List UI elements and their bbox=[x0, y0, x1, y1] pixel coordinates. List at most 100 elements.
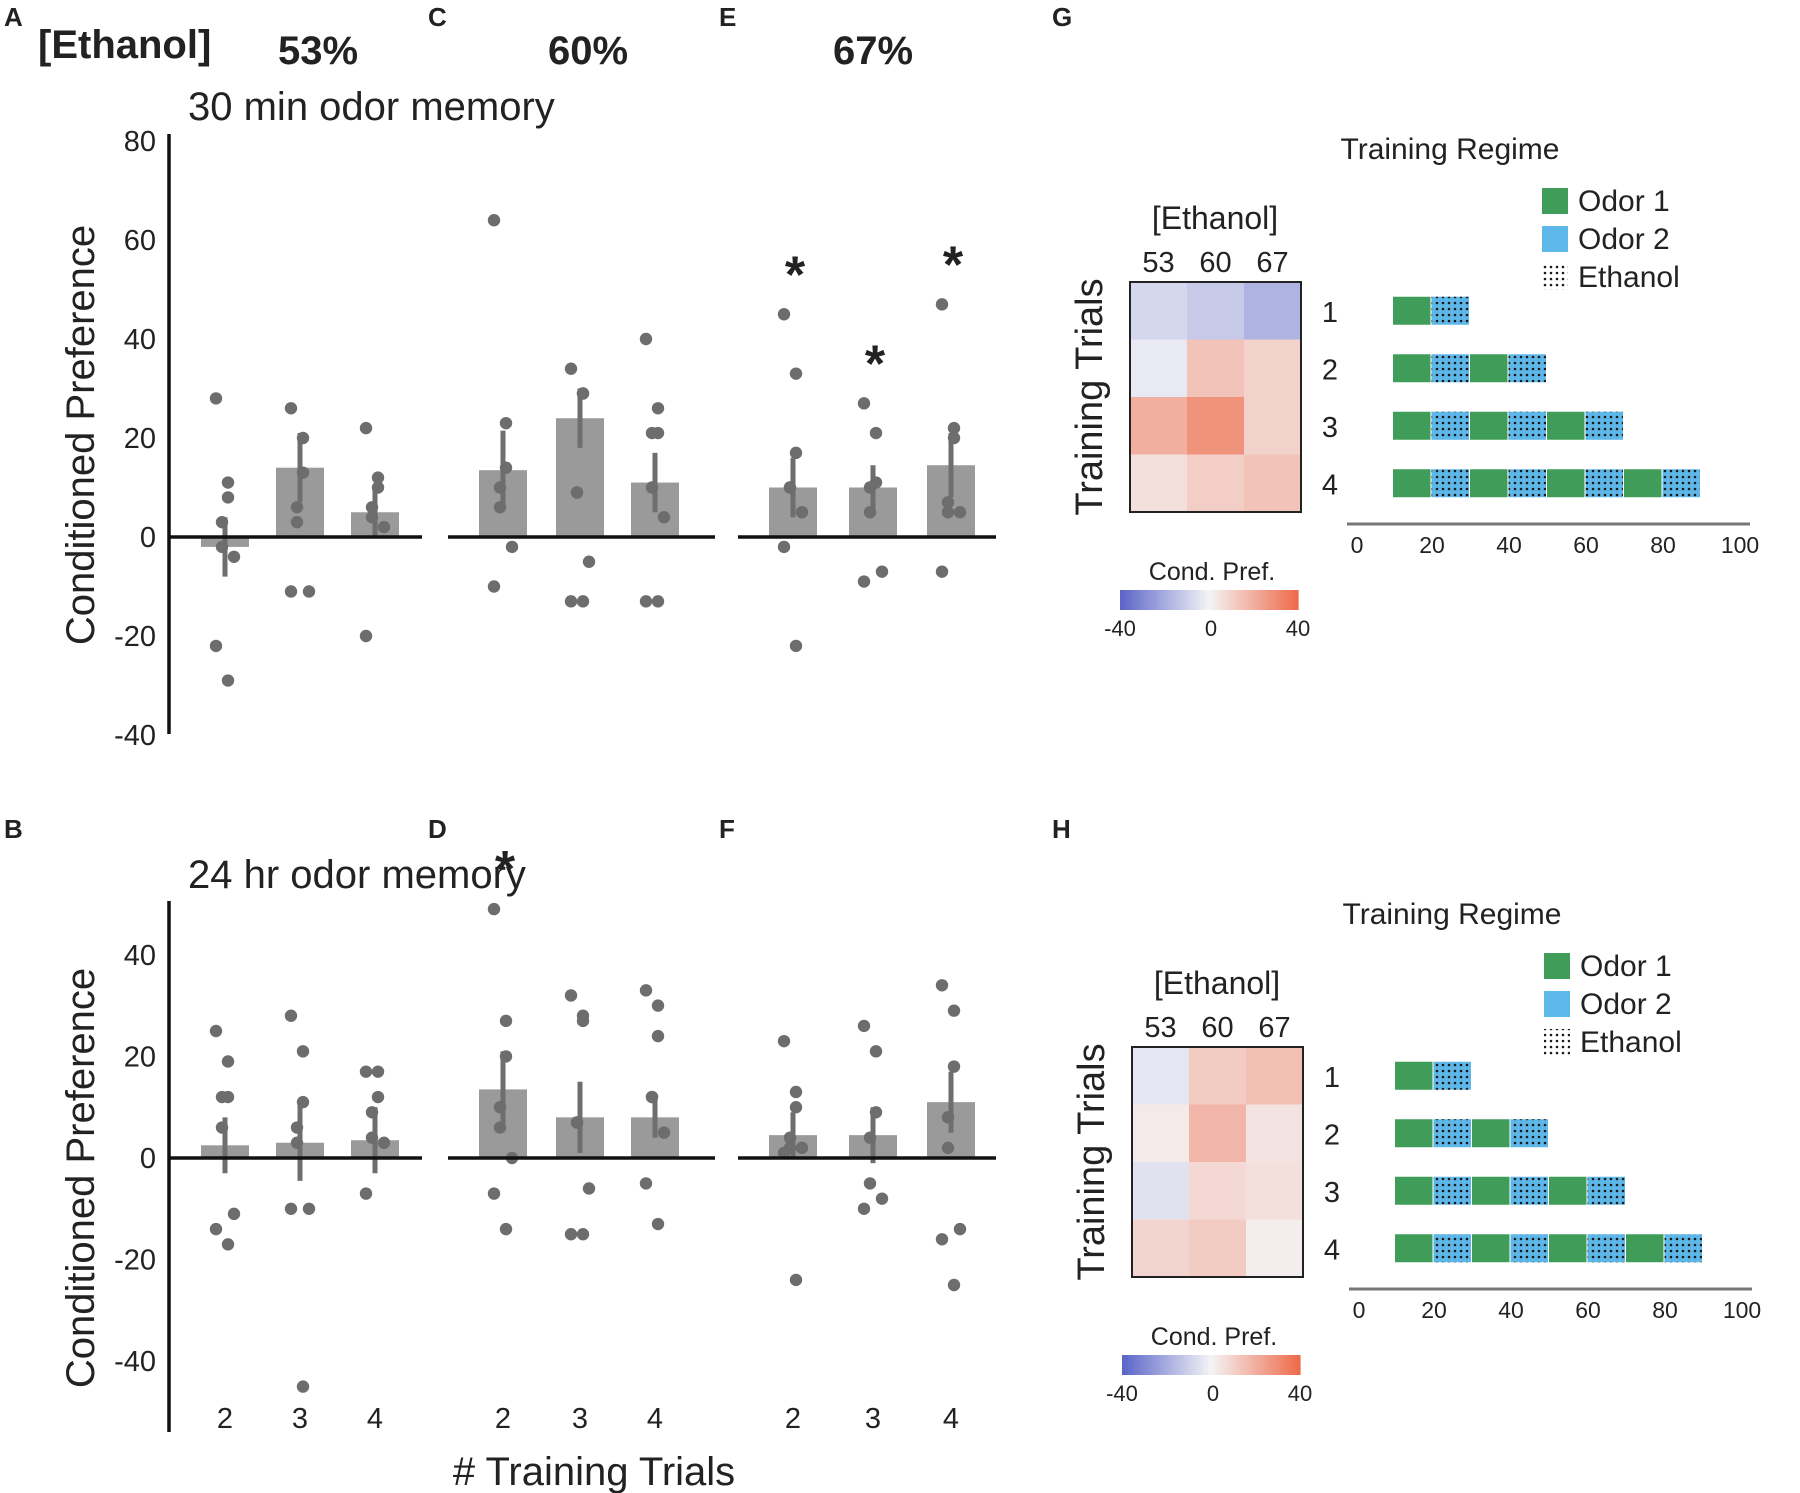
ethanol-pattern bbox=[1431, 296, 1469, 325]
heatmap-cell bbox=[1187, 339, 1244, 397]
data-point bbox=[564, 362, 578, 375]
data-point bbox=[576, 387, 590, 400]
heatmap-cell bbox=[1189, 1219, 1246, 1277]
data-point bbox=[645, 1090, 659, 1104]
x-tick-label: 3 bbox=[292, 1403, 308, 1435]
colorbar-segment bbox=[1222, 1355, 1227, 1375]
data-point bbox=[777, 1034, 791, 1048]
data-point bbox=[564, 1228, 578, 1241]
data-point bbox=[209, 392, 223, 405]
colorbar-segment bbox=[1279, 1355, 1283, 1375]
regime-axis-tick: 40 bbox=[1498, 1297, 1524, 1323]
data-point bbox=[284, 402, 298, 415]
colorbar-segment bbox=[1231, 1355, 1236, 1375]
data-point bbox=[795, 506, 809, 519]
regime-row-label: 4 bbox=[1324, 1234, 1340, 1266]
regime-row-label: 2 bbox=[1322, 354, 1338, 386]
colorbar-segment bbox=[1191, 590, 1195, 610]
colorbar-segment bbox=[1258, 1355, 1263, 1375]
odor1-block bbox=[1470, 469, 1508, 498]
colorbar-segment bbox=[1197, 590, 1201, 610]
data-point bbox=[783, 481, 797, 494]
data-point bbox=[789, 639, 803, 653]
x-tick-label: 2 bbox=[785, 1403, 801, 1435]
heatmap-column-label: 53 bbox=[1142, 247, 1174, 279]
data-point bbox=[371, 471, 385, 484]
heatmap-h: [Ethanol] 53 60 67 Training Trials Cond. Pref… bbox=[1071, 965, 1312, 1406]
data-point bbox=[290, 501, 304, 514]
colorbar-segment bbox=[1148, 1355, 1153, 1375]
colorbar-segment bbox=[1294, 1355, 1298, 1375]
ethanol-pattern bbox=[1587, 1234, 1625, 1263]
data-point bbox=[302, 585, 316, 598]
odor1-block bbox=[1472, 1119, 1510, 1148]
data-point bbox=[651, 1029, 665, 1043]
y-tick-label: 80 bbox=[124, 126, 156, 158]
colorbar-tick: 40 bbox=[1288, 1381, 1312, 1406]
colorbar-segment bbox=[1185, 590, 1189, 610]
colorbar-segment bbox=[1139, 1355, 1144, 1375]
heatmap-cell bbox=[1244, 454, 1301, 512]
ethanol-pattern bbox=[1510, 1119, 1548, 1148]
colorbar-segment bbox=[1220, 590, 1225, 610]
regime-axis-tick: 80 bbox=[1650, 532, 1676, 558]
colorbar-segment bbox=[1285, 1355, 1289, 1375]
odor1-block bbox=[1547, 469, 1585, 498]
colorbar-tick: 0 bbox=[1205, 616, 1217, 641]
ethanol-header-title: [Ethanol] bbox=[38, 23, 211, 67]
y-tick-label: -20 bbox=[114, 1245, 156, 1277]
colorbar-segment bbox=[1203, 590, 1207, 610]
data-point bbox=[645, 426, 659, 440]
colorbar-segment bbox=[1213, 1355, 1218, 1375]
data-point bbox=[570, 486, 584, 499]
colorbar-segment bbox=[1228, 1355, 1233, 1375]
colorbar-segment bbox=[1291, 1355, 1295, 1375]
data-point bbox=[576, 1014, 590, 1028]
data-point bbox=[863, 1131, 877, 1144]
odor1-block bbox=[1393, 469, 1431, 498]
training-regime-h: Training Regime1234020406080100Time(min)… bbox=[1324, 898, 1761, 1323]
colorbar-segment bbox=[1157, 1355, 1162, 1375]
heatmap-cell bbox=[1246, 1162, 1303, 1220]
ethanol-pattern bbox=[1587, 1176, 1625, 1205]
colorbar-title: Cond. Pref. bbox=[1149, 558, 1275, 586]
legend-ethanol-label: Ethanol bbox=[1578, 261, 1680, 294]
concentration-label-67: 67% bbox=[833, 29, 913, 73]
regime-axis-tick: 0 bbox=[1351, 532, 1364, 558]
colorbar-segment bbox=[1237, 1355, 1242, 1375]
ethanol-pattern bbox=[1508, 354, 1546, 383]
y-tick-label: 20 bbox=[124, 1041, 156, 1073]
data-point bbox=[227, 550, 241, 563]
data-point bbox=[296, 1045, 310, 1058]
colorbar-segment bbox=[1133, 1355, 1138, 1375]
bar-panel-bottom-53: 2 3 4 bbox=[169, 1009, 422, 1435]
regime-axis-tick: 20 bbox=[1419, 532, 1445, 558]
colorbar-segment bbox=[1152, 590, 1157, 610]
colorbar-segment bbox=[1261, 1355, 1265, 1375]
odor1-block bbox=[1470, 411, 1508, 440]
legend-odor2-label: Odor 2 bbox=[1578, 223, 1670, 256]
y-tick-label: -20 bbox=[114, 621, 156, 653]
colorbar-segment bbox=[1173, 590, 1177, 610]
data-point bbox=[651, 402, 665, 415]
ethanol-pattern bbox=[1664, 1234, 1702, 1263]
data-point bbox=[377, 1136, 391, 1149]
heatmap-cell bbox=[1132, 1047, 1189, 1105]
colorbar-segment bbox=[1134, 590, 1139, 610]
colorbar-segment bbox=[1252, 1355, 1257, 1375]
legend-odor2-label: Odor 2 bbox=[1580, 988, 1672, 1021]
ethanol-pattern bbox=[1662, 469, 1700, 498]
ethanol-pattern bbox=[1585, 411, 1623, 440]
ethanol-pattern bbox=[1433, 1176, 1471, 1205]
data-point bbox=[947, 421, 961, 435]
data-point bbox=[377, 520, 391, 534]
colorbar-segment bbox=[1181, 1355, 1185, 1375]
colorbar-segment bbox=[1140, 590, 1145, 610]
data-point bbox=[487, 1187, 501, 1200]
colorbar-segment bbox=[1120, 590, 1124, 610]
regime-row-label: 1 bbox=[1322, 297, 1338, 329]
bar-charts: -40 -20 0 20 40 60 80 -40 -20 0 20 40 * * * 2 3 4 * 2 3 4 2 3 4 bbox=[114, 126, 996, 1435]
colorbar-segment bbox=[1122, 590, 1127, 610]
odor1-block bbox=[1395, 1234, 1433, 1263]
colorbar-segment bbox=[1270, 1355, 1274, 1375]
